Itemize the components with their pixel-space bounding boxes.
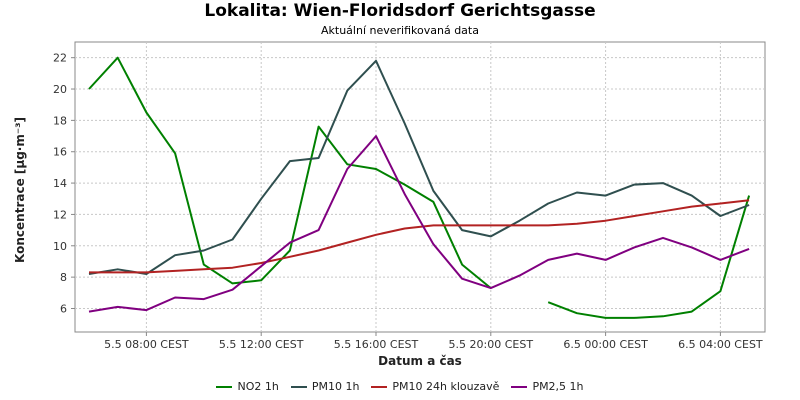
legend-swatch bbox=[216, 385, 233, 388]
x-tick-label: 5.5 20:00 CEST bbox=[449, 338, 534, 351]
series-lines bbox=[88, 56, 751, 319]
series-line-no2-1h bbox=[547, 195, 751, 319]
y-tick-label: 22 bbox=[53, 52, 67, 65]
y-tick-label: 14 bbox=[53, 177, 67, 190]
y-axis-label: Koncentrace [µg·m⁻³] bbox=[13, 117, 27, 263]
y-tick-label: 12 bbox=[53, 208, 67, 221]
y-tick-label: 18 bbox=[53, 114, 67, 127]
legend-label: PM10 1h bbox=[311, 380, 360, 393]
legend-label: NO2 1h bbox=[237, 380, 279, 393]
x-tick-label: 6.5 00:00 CEST bbox=[563, 338, 648, 351]
chart-title: Lokalita: Wien-Floridsdorf Gerichtsgasse bbox=[204, 1, 596, 21]
gridlines bbox=[71, 42, 765, 336]
legend-swatch bbox=[371, 385, 388, 388]
legend-item: NO2 1h bbox=[216, 380, 279, 393]
x-tick-label: 6.5 04:00 CEST bbox=[678, 338, 763, 351]
series-line-no2-1h bbox=[88, 56, 492, 289]
legend-swatch bbox=[511, 385, 528, 388]
y-tick-label: 6 bbox=[60, 302, 67, 315]
legend-item: PM2,5 1h bbox=[511, 380, 584, 393]
x-axis-label: Datum a čas bbox=[378, 354, 462, 368]
x-tick-labels: 5.5 08:00 CEST 5.5 12:00 CEST 5.5 16:00 CE… bbox=[104, 338, 763, 351]
y-tick-label: 20 bbox=[53, 83, 67, 96]
x-tick-label: 5.5 16:00 CEST bbox=[334, 338, 419, 351]
y-tick-label: 10 bbox=[53, 240, 67, 253]
series-line-pm2-5-1h bbox=[88, 135, 750, 313]
legend-item: PM10 24h klouzavě bbox=[371, 380, 499, 393]
y-tick-labels: 6 8 10 12 14 16 18 20 22 bbox=[53, 52, 67, 316]
legend-item: PM10 1h bbox=[290, 380, 360, 393]
legend-swatch bbox=[290, 385, 307, 388]
plot-area bbox=[74, 41, 766, 333]
y-tick-label: 8 bbox=[60, 271, 67, 284]
series-line-pm10-1h bbox=[88, 59, 750, 275]
legend-label: PM2,5 1h bbox=[532, 380, 584, 393]
x-tick-label: 5.5 08:00 CEST bbox=[104, 338, 189, 351]
chart-subtitle: Aktuální neverifikovaná data bbox=[321, 24, 479, 37]
x-tick-label: 5.5 12:00 CEST bbox=[219, 338, 304, 351]
legend-label: PM10 24h klouzavě bbox=[392, 380, 500, 393]
series-line-pm10-24h-klouzav- bbox=[89, 199, 750, 274]
y-tick-label: 16 bbox=[53, 146, 67, 159]
legend: NO2 1h PM10 1h PM10 24h klouzavě PM2,5 1h bbox=[0, 380, 800, 393]
